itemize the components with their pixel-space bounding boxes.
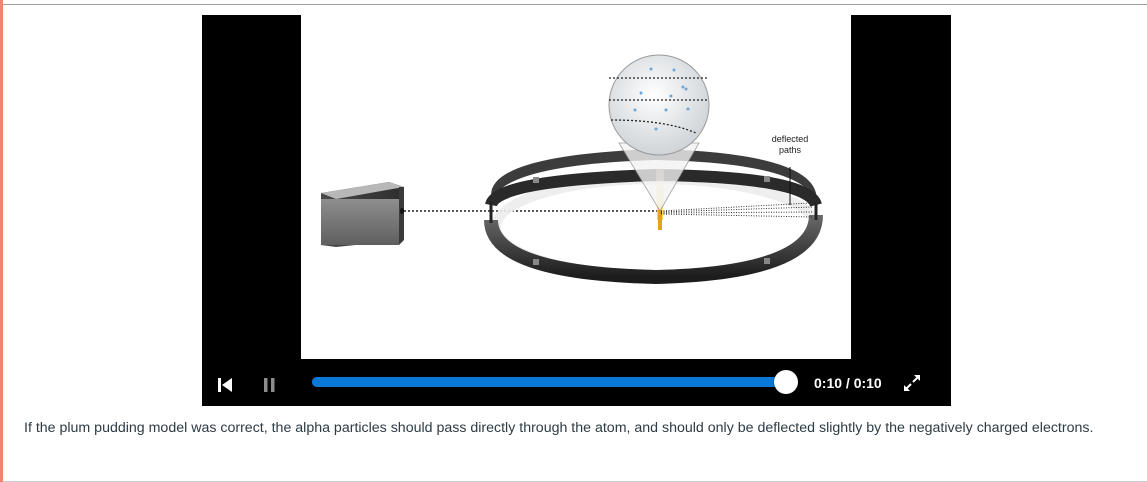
deflected-paths-label-line1: deflected	[772, 134, 809, 144]
pause-icon	[264, 378, 275, 392]
skip-back-button[interactable]	[214, 374, 236, 394]
fullscreen-icon	[904, 375, 920, 391]
deflected-paths-label-line2: paths	[779, 145, 802, 155]
seek-bar[interactable]	[312, 370, 798, 394]
skip-back-icon	[218, 378, 232, 392]
top-divider	[3, 4, 1147, 5]
gold-foil-experiment-diagram: deflected paths	[321, 54, 823, 285]
video-frame[interactable]: deflected paths	[301, 15, 851, 359]
time-display: 0:10 / 0:10	[814, 375, 882, 391]
alpha-source-box	[321, 182, 404, 247]
seek-thumb[interactable]	[774, 370, 798, 394]
gold-foil	[658, 210, 662, 230]
pause-button[interactable]	[260, 374, 282, 394]
video-controls: 0:10 / 0:10	[202, 367, 951, 401]
plum-pudding-atom	[608, 54, 710, 156]
fullscreen-button[interactable]	[902, 373, 922, 393]
deflected-paths-lines	[660, 167, 814, 218]
left-accent-bar	[0, 0, 3, 482]
video-caption: If the plum pudding model was correct, t…	[24, 420, 1094, 436]
video-player[interactable]: deflected paths 0:10 / 0:10	[202, 15, 951, 406]
seek-progress-fill	[312, 377, 786, 387]
